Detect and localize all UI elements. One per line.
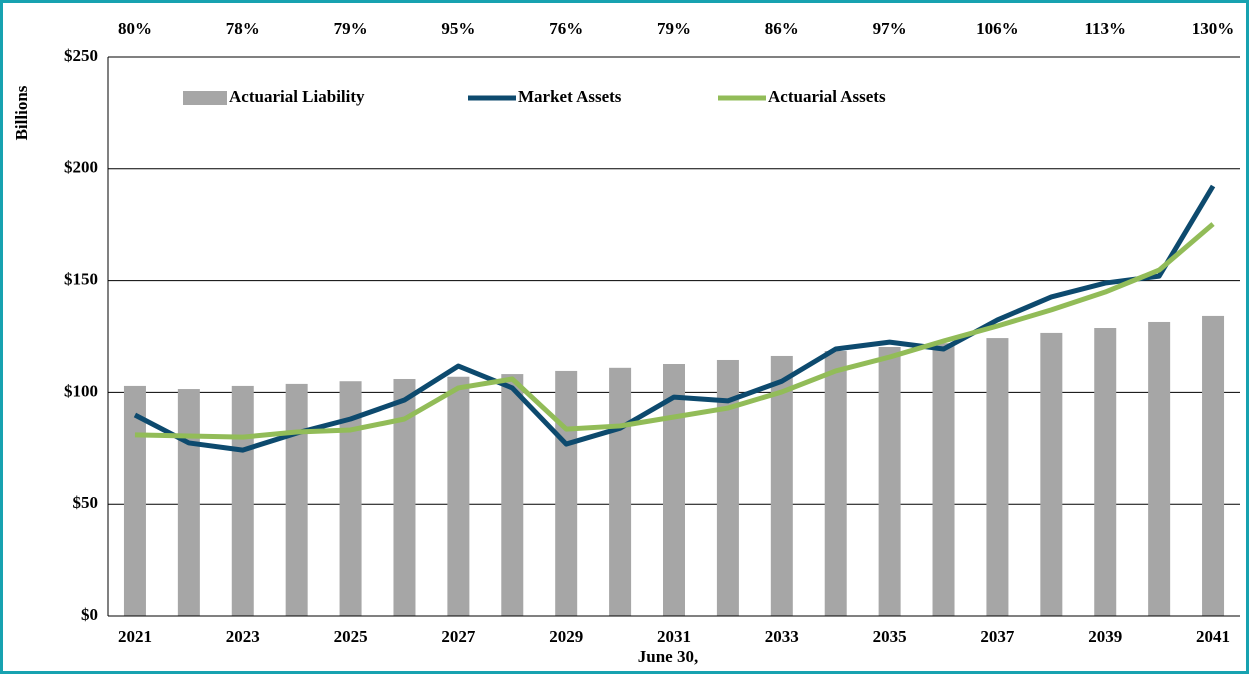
- bar: [177, 389, 200, 616]
- funded-ratio-label: 95%: [441, 19, 475, 38]
- bar: [555, 370, 578, 616]
- funded-ratio-label: 113%: [1084, 19, 1126, 38]
- funded-ratio-label: 79%: [657, 19, 691, 38]
- bar: [663, 364, 685, 616]
- bar: [932, 343, 955, 616]
- bar: [1094, 328, 1117, 616]
- y-tick-label: $50: [73, 493, 99, 512]
- x-tick-label: 2027: [441, 627, 476, 646]
- line: [133, 184, 1216, 453]
- y-axis-title: Billions: [12, 85, 31, 140]
- x-tick-label: 2023: [226, 627, 260, 646]
- bar: [770, 355, 793, 616]
- x-tick-label: 2025: [334, 627, 368, 646]
- funded-ratio-label: 79%: [334, 19, 368, 38]
- bar: [824, 351, 847, 616]
- funded-ratio-label: 97%: [873, 19, 907, 38]
- y-tick-label: $0: [81, 605, 98, 624]
- legend-label: Actuarial Assets: [768, 87, 886, 106]
- bar: [339, 381, 362, 616]
- x-tick-label: 2021: [118, 627, 152, 646]
- y-tick-label: $250: [64, 46, 98, 65]
- legend-label: Market Assets: [518, 87, 622, 106]
- bar: [231, 385, 254, 616]
- funded-ratio-label: 86%: [765, 19, 799, 38]
- legend-swatch: [183, 91, 227, 105]
- funded-ratio-label: 78%: [226, 19, 260, 38]
- x-tick-label: 2029: [549, 627, 583, 646]
- bar: [123, 385, 146, 616]
- funded-ratio-label: 80%: [118, 19, 152, 38]
- funded-ratio-label: 76%: [549, 19, 583, 38]
- chart: Billions June 30, $0 $50 $100 $150 $200 $250 2…: [12, 19, 1240, 666]
- bar: [1202, 315, 1225, 616]
- funded-ratio-label: 130%: [1192, 19, 1235, 38]
- y-tick-label: $200: [64, 158, 98, 177]
- bar: [1040, 332, 1063, 616]
- y-tick-label: $150: [64, 270, 98, 289]
- bar: [285, 383, 308, 616]
- bar: [501, 374, 524, 616]
- x-tick-label: 2041: [1196, 627, 1230, 646]
- bar: [609, 367, 632, 616]
- y-tick-label: $100: [64, 381, 98, 400]
- bar: [878, 347, 901, 616]
- funded-ratio-label: 106%: [976, 19, 1019, 38]
- x-tick-label: 2039: [1088, 627, 1122, 646]
- bar: [1148, 321, 1171, 616]
- x-tick-label: 2037: [980, 627, 1015, 646]
- x-axis-title: June 30,: [638, 647, 698, 666]
- legend-label: Actuarial Liability: [229, 87, 365, 106]
- x-tick-label: 2035: [873, 627, 907, 646]
- line: [134, 222, 1215, 440]
- bar: [986, 338, 1009, 616]
- x-tick-label: 2031: [657, 627, 691, 646]
- bar: [447, 376, 470, 616]
- bar: [393, 378, 416, 616]
- x-tick-label: 2033: [765, 627, 799, 646]
- bar: [716, 359, 739, 616]
